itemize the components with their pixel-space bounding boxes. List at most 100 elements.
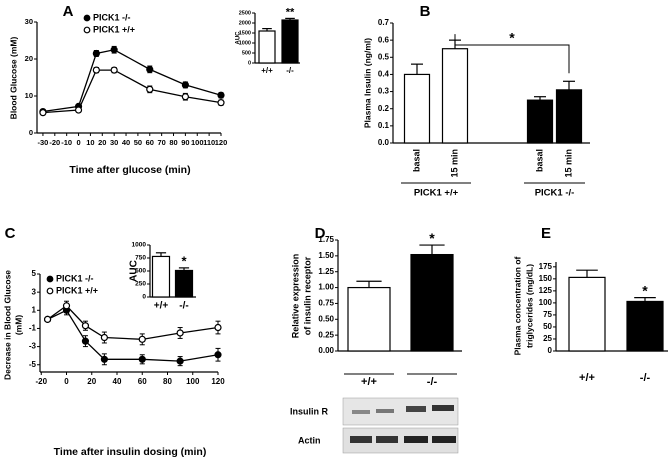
blot-band bbox=[352, 410, 370, 414]
legend-label: PICK1 +/+ bbox=[93, 24, 135, 34]
y-axis-title: Decrease in Blood Glucose bbox=[2, 270, 12, 380]
significance: * bbox=[181, 253, 187, 268]
x-tick-label: -20 bbox=[35, 377, 47, 386]
x-tick-label: 80 bbox=[163, 377, 172, 386]
y-axis-title: Blood Glucose (mM) bbox=[8, 37, 18, 120]
panel-letter: C bbox=[5, 225, 16, 242]
y-tick-label: 0 bbox=[548, 346, 553, 355]
x-tick-label: 20 bbox=[87, 377, 96, 386]
significance: * bbox=[429, 230, 435, 246]
y-tick-label: 25 bbox=[543, 334, 552, 343]
y-axis-title: AUC bbox=[129, 260, 140, 282]
y-tick-label: 0.0 bbox=[378, 138, 390, 147]
blot-band bbox=[350, 436, 372, 443]
marker bbox=[100, 355, 108, 363]
legend-symbol bbox=[83, 26, 91, 34]
y-tick-label: 2500 bbox=[239, 10, 251, 16]
y-tick-label: 10 bbox=[25, 91, 33, 100]
marker bbox=[217, 91, 225, 99]
y-tick-label: 1.00 bbox=[318, 283, 334, 292]
x-tick-label: 120 bbox=[211, 377, 225, 386]
y-axis-title: triglycerides (mg/dL) bbox=[524, 264, 534, 348]
panel-letter: A bbox=[63, 3, 74, 20]
bar bbox=[258, 30, 276, 64]
series-line bbox=[47, 304, 219, 340]
marker bbox=[43, 315, 52, 323]
x-tick-label: 100 bbox=[186, 377, 200, 386]
y-axis-title: Relative expression bbox=[290, 254, 300, 339]
x-tick-label: 60 bbox=[138, 377, 147, 386]
y-tick-label: 5 bbox=[32, 269, 37, 278]
significance: * bbox=[509, 30, 515, 46]
y-tick-label: 3 bbox=[32, 287, 37, 296]
y-tick-label: 30 bbox=[25, 17, 33, 26]
x-tick-label: 70 bbox=[157, 138, 165, 147]
y-tick-label: 1500 bbox=[239, 30, 251, 36]
y-tick-label: 250 bbox=[135, 281, 146, 288]
marker bbox=[176, 329, 184, 337]
y-tick-label: 100 bbox=[539, 298, 553, 307]
x-tick-label: -30 bbox=[38, 138, 49, 147]
blot-band bbox=[432, 405, 454, 411]
marker bbox=[146, 85, 154, 93]
marker bbox=[181, 81, 189, 89]
legend-label: PICK1 -/- bbox=[56, 273, 94, 283]
x-tick-label: basal bbox=[534, 149, 544, 172]
blot-band bbox=[406, 406, 426, 412]
marker bbox=[81, 337, 90, 345]
series-line bbox=[47, 309, 219, 362]
y-tick-label: 0.5 bbox=[378, 52, 390, 61]
marker bbox=[110, 66, 118, 74]
y-tick-label: -5 bbox=[29, 360, 37, 369]
series-line bbox=[42, 69, 222, 114]
x-axis-title: Time after insulin dosing (min) bbox=[54, 446, 207, 458]
x-tick-label: +/+ bbox=[579, 372, 595, 384]
x-tick-label: 110 bbox=[203, 138, 215, 147]
y-tick-label: 0.3 bbox=[378, 87, 390, 96]
y-tick-label: 1 bbox=[32, 305, 37, 314]
x-tick-label: 20 bbox=[98, 138, 106, 147]
y-tick-label: 0 bbox=[142, 294, 146, 301]
significance: ** bbox=[286, 6, 295, 18]
x-tick-label: 80 bbox=[169, 138, 177, 147]
y-tick-label: 1000 bbox=[239, 40, 251, 46]
y-tick-label: 500 bbox=[242, 50, 251, 56]
bar bbox=[347, 286, 391, 352]
x-tick-label: 0 bbox=[76, 138, 80, 147]
x-tick-label: -/- bbox=[427, 376, 438, 388]
x-tick-label: +/+ bbox=[361, 376, 377, 388]
bar bbox=[568, 276, 606, 352]
x-tick-label: +/+ bbox=[154, 301, 169, 312]
x-tick-label: 40 bbox=[122, 138, 130, 147]
marker bbox=[217, 99, 225, 107]
legend-symbol bbox=[83, 14, 91, 22]
y-tick-label: 0.6 bbox=[378, 35, 390, 44]
marker bbox=[214, 351, 222, 359]
y-tick-label: 1000 bbox=[132, 242, 147, 249]
y-tick-label: -3 bbox=[29, 342, 37, 351]
x-tick-label: 10 bbox=[86, 138, 94, 147]
y-tick-label: 0.75 bbox=[318, 299, 334, 308]
bar bbox=[555, 89, 583, 144]
x-tick-label: -/- bbox=[286, 66, 294, 75]
y-axis-title: AUC bbox=[236, 31, 242, 45]
legend-symbol bbox=[46, 275, 54, 283]
x-tick-label: 15 min bbox=[449, 149, 459, 178]
y-tick-label: 125 bbox=[539, 286, 553, 295]
y-axis-title: Plasma Insulin (ng/ml) bbox=[362, 38, 372, 128]
marker bbox=[138, 355, 146, 363]
y-tick-label: 0 bbox=[248, 60, 251, 66]
blot-band bbox=[376, 436, 398, 443]
marker bbox=[92, 49, 100, 58]
y-tick-label: 2000 bbox=[239, 20, 251, 26]
western-blot bbox=[342, 397, 459, 454]
marker bbox=[110, 46, 118, 54]
x-tick-label: 0 bbox=[64, 377, 69, 386]
marker bbox=[81, 322, 90, 330]
blot-band bbox=[404, 436, 428, 443]
panel-letter: D bbox=[315, 225, 326, 242]
bar bbox=[151, 255, 171, 298]
x-tick-label: -10 bbox=[61, 138, 72, 147]
y-tick-label: 750 bbox=[135, 255, 146, 262]
